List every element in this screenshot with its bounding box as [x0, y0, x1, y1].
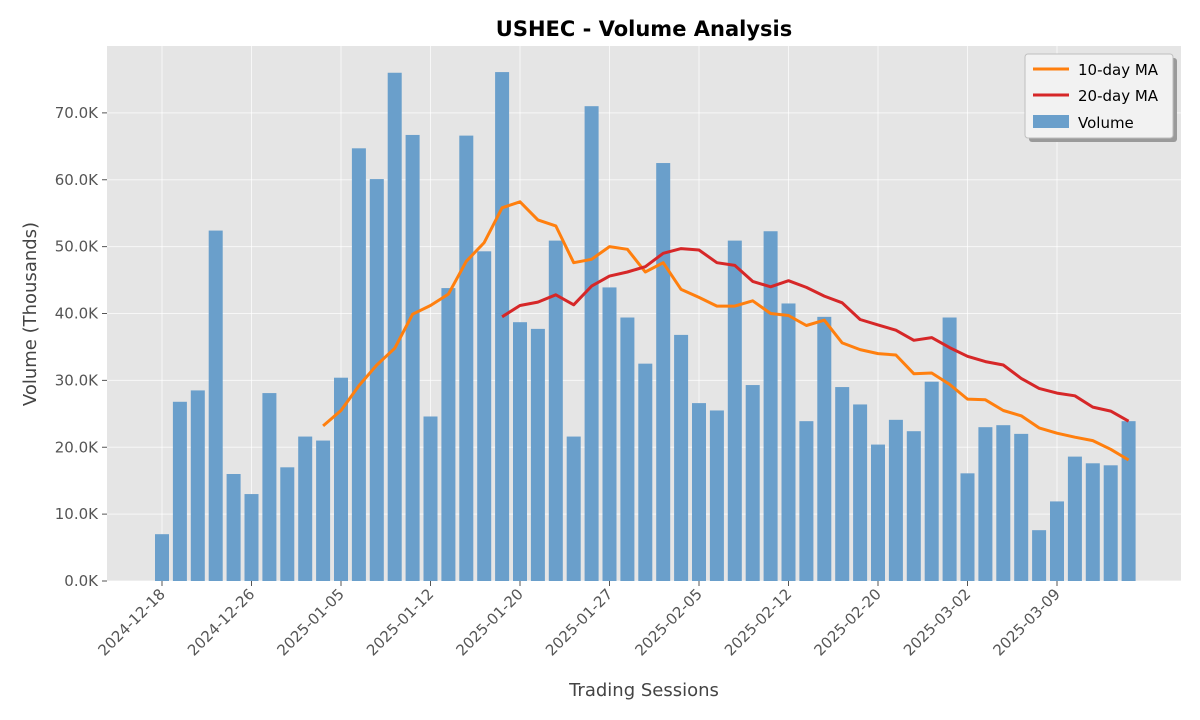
volume-bar — [459, 135, 474, 582]
volume-bar — [244, 494, 259, 581]
volume-bar — [548, 240, 563, 581]
volume-bar — [656, 163, 671, 581]
y-tick-label: 10.0K — [55, 505, 99, 523]
y-tick-label: 70.0K — [55, 104, 99, 122]
chart-title: USHEC - Volume Analysis — [496, 17, 792, 41]
volume-bar — [513, 322, 527, 581]
volume-bar — [674, 334, 689, 581]
volume-bar — [853, 404, 868, 581]
volume-bar — [871, 444, 885, 581]
volume-bar — [262, 393, 277, 581]
volume-bar — [387, 72, 402, 581]
volume-bar — [441, 288, 456, 581]
volume-bar — [638, 363, 653, 581]
volume-bar — [1121, 421, 1136, 581]
volume-bar — [960, 473, 975, 581]
volume-bar — [334, 377, 348, 581]
ma10-line — [322, 200, 1130, 462]
volume-bar — [477, 251, 492, 581]
volume-bar — [190, 390, 205, 581]
volume-bar — [226, 474, 241, 581]
y-axis-label: Volume (Thousands) — [20, 222, 41, 406]
y-tick-label: 50.0K — [55, 238, 99, 256]
volume-bar — [817, 316, 832, 581]
volume-bar — [602, 287, 617, 581]
legend-label-ma10: 10-day MA — [1078, 61, 1159, 79]
volume-bars — [155, 72, 1136, 582]
y-tick-label: 30.0K — [55, 371, 99, 389]
volume-bar — [423, 416, 438, 581]
volume-bar — [835, 387, 850, 581]
y-tick-label: 40.0K — [55, 305, 99, 323]
moving-average-lines — [322, 200, 1130, 462]
volume-bar — [996, 425, 1011, 581]
volume-bar — [530, 328, 545, 581]
volume-bar — [781, 303, 796, 581]
volume-bar — [692, 403, 706, 581]
volume-bar — [566, 436, 581, 581]
volume-bar — [208, 230, 223, 581]
volume-bar — [155, 534, 169, 581]
volume-bar — [369, 179, 384, 582]
volume-bar — [1085, 463, 1100, 581]
legend-label-ma20: 20-day MA — [1078, 87, 1159, 105]
volume-bar — [1050, 501, 1064, 581]
volume-bar — [316, 440, 331, 581]
y-axis: 0.0K 10.0K 20.0K 30.0K 40.0K 50.0K 60.0K 70.0K — [55, 104, 107, 590]
volume-bar — [1032, 530, 1047, 581]
volume-bar — [280, 467, 295, 581]
volume-bar — [906, 431, 921, 581]
y-tick-label: 20.0K — [55, 438, 99, 456]
volume-bar — [745, 385, 760, 581]
volume-bar — [978, 427, 993, 581]
y-tick-label: 0.0K — [64, 572, 99, 590]
legend-label-volume: Volume — [1078, 114, 1134, 132]
volume-bar — [298, 436, 313, 581]
volume-bar — [924, 381, 939, 581]
volume-bar — [709, 410, 724, 581]
ma20-line — [501, 247, 1130, 423]
volume-bar — [799, 421, 814, 581]
legend-swatch-volume — [1033, 115, 1069, 128]
volume-bar — [172, 401, 187, 581]
volume-bar — [888, 419, 903, 581]
volume-bar — [495, 72, 510, 582]
volume-bar — [584, 106, 599, 581]
volume-bar — [727, 240, 742, 581]
legend: 10-day MA 20-day MA Volume — [1024, 53, 1177, 142]
volume-bar — [763, 231, 778, 581]
volume-bar — [620, 317, 635, 581]
volume-bar — [1067, 456, 1082, 581]
volume-bar — [405, 134, 420, 581]
volume-bar — [942, 317, 957, 581]
y-tick-label: 60.0K — [55, 171, 99, 189]
volume-bar — [351, 148, 366, 581]
volume-bar — [1103, 465, 1118, 581]
volume-bar — [1014, 433, 1029, 581]
x-axis-label: Trading Sessions — [568, 680, 719, 701]
